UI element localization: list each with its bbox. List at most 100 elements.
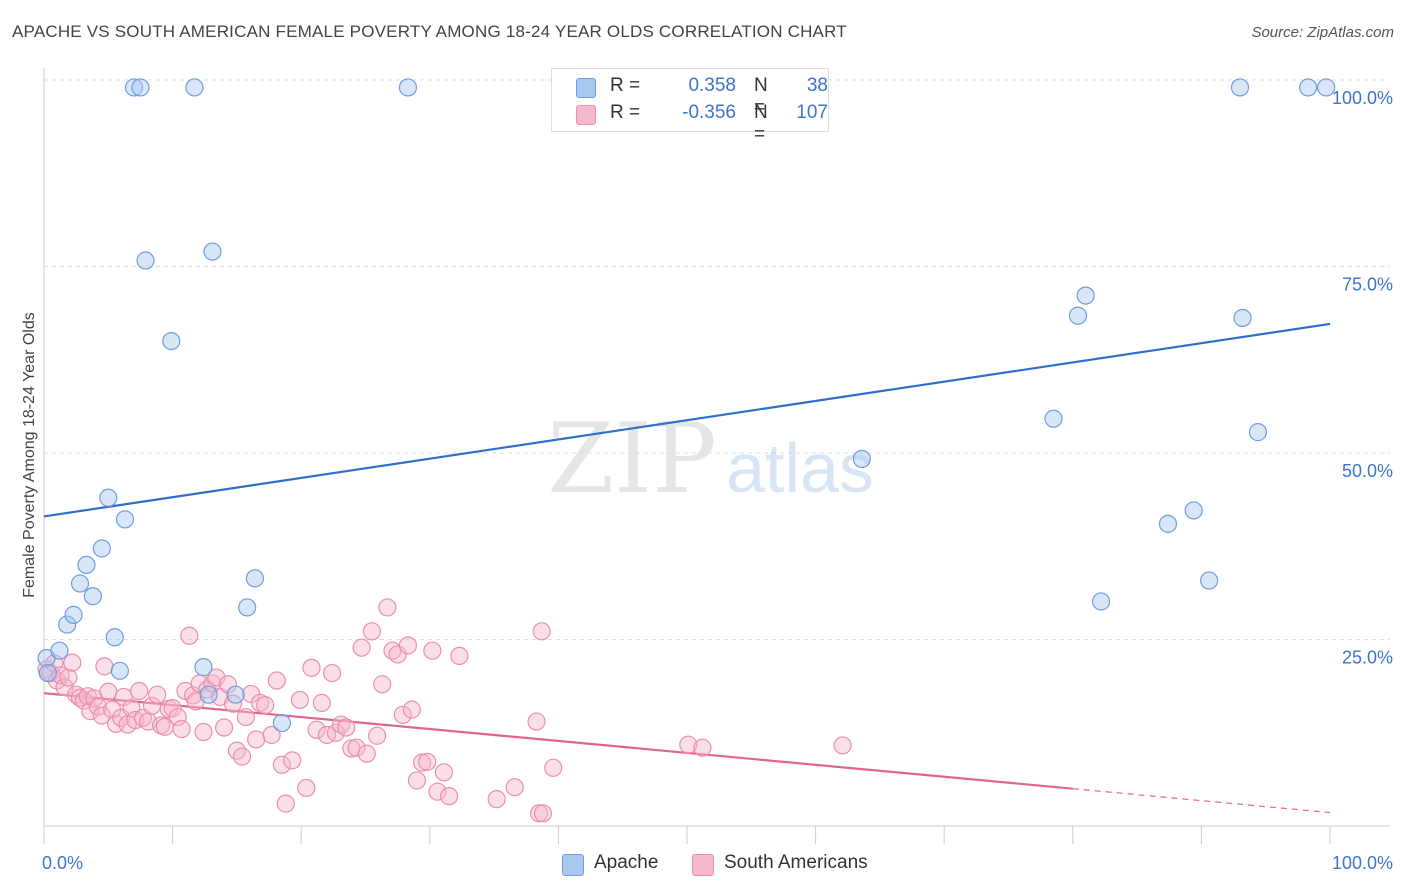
bottom-legend-swatch-south-americans <box>692 854 714 876</box>
south-american-point <box>693 738 712 757</box>
legend-r-label: R = <box>610 75 641 96</box>
data-points <box>37 78 1336 823</box>
south-american-point <box>163 699 182 718</box>
apache-point <box>131 78 150 97</box>
chart-title: APACHE VS SOUTH AMERICAN FEMALE POVERTY … <box>12 22 847 41</box>
south-american-point <box>337 718 356 737</box>
south-american-point <box>283 751 302 770</box>
apache-point <box>199 685 218 704</box>
south-american-point <box>207 668 226 687</box>
south-american-point <box>378 598 397 617</box>
axes <box>43 68 1390 844</box>
apache-point <box>245 569 265 588</box>
south-american-point <box>122 699 141 718</box>
apache-point <box>124 78 144 97</box>
south-american-point <box>352 638 371 657</box>
apache-point <box>83 587 102 606</box>
south-american-point <box>533 804 553 823</box>
south-american-point <box>347 738 366 757</box>
south-american-point <box>679 735 698 754</box>
south-american-point <box>302 658 321 677</box>
south-american-point <box>297 778 316 798</box>
apache-point <box>92 539 111 558</box>
apache-point <box>50 641 69 660</box>
south-american-point <box>527 712 546 731</box>
bottom-legend-label-apache: Apache <box>594 852 659 873</box>
apache-point <box>115 510 135 529</box>
legend-r-label: R = <box>610 102 641 123</box>
apache-point <box>105 628 124 647</box>
apache-point <box>1230 78 1250 97</box>
apache-point <box>1184 501 1203 520</box>
south-american-point <box>262 725 281 745</box>
chart-source: Source: ZipAtlas.com <box>1251 24 1394 41</box>
south-american-point <box>388 645 407 664</box>
south-american-point <box>418 752 437 771</box>
grid-lines <box>44 79 1390 640</box>
south-american-point <box>59 668 78 687</box>
south-american-point <box>312 693 331 713</box>
apache-point <box>77 555 96 575</box>
south-american-point <box>402 700 421 719</box>
south-american-point <box>412 753 432 772</box>
legend-swatch-apache <box>576 78 596 98</box>
south-american-point <box>256 696 275 715</box>
south-american-point <box>373 675 392 694</box>
south-american-point <box>434 763 454 782</box>
south-american-point <box>168 707 187 727</box>
apache-point <box>272 713 292 733</box>
south-american-point <box>367 726 387 745</box>
south-american-point <box>290 690 310 710</box>
legend-n-label: N = <box>754 75 768 118</box>
y-tick-label: 50.0% <box>1342 461 1393 481</box>
bottom-legend-label-south-americans: South Americans <box>724 852 868 873</box>
south-american-point <box>88 697 108 716</box>
apache-trend-line <box>43 322 1331 518</box>
south-american-point <box>505 778 524 797</box>
south-american-point <box>172 719 191 739</box>
south-american-point <box>439 787 459 806</box>
legend-r-value: -0.356 <box>682 102 736 123</box>
apache-point <box>1233 308 1252 328</box>
apache-point <box>852 449 871 469</box>
apache-point <box>194 658 213 677</box>
apache-point <box>99 488 118 507</box>
south-american-point <box>214 718 234 737</box>
south-american-point <box>180 626 199 645</box>
legend-n-value: 38 <box>806 75 828 96</box>
south-american-point <box>92 706 111 725</box>
south-american-point <box>362 622 382 641</box>
south-american-point <box>148 685 167 704</box>
apache-point <box>58 615 77 634</box>
tick-labels: 25.0% 50.0% 75.0% 100.0% 0.0% 100.0% <box>42 88 1393 873</box>
south-american-point <box>236 707 256 727</box>
apache-point <box>1158 514 1178 533</box>
apache-point <box>203 242 222 261</box>
south-american-point <box>357 744 376 763</box>
apache-point <box>38 663 57 683</box>
apache-point <box>1317 78 1336 97</box>
south-american-trend-line <box>43 692 1073 790</box>
south-american-trend-extension <box>1072 788 1331 814</box>
south-american-point <box>272 755 292 774</box>
south-american-point <box>322 663 342 683</box>
apache-point <box>1200 571 1219 590</box>
south-american-point <box>487 790 506 809</box>
x-tick-label-max: 100.0% <box>1332 853 1393 873</box>
south-american-point <box>276 794 295 813</box>
apache-point <box>1299 78 1318 97</box>
apache-point <box>1248 423 1268 442</box>
south-american-point <box>428 782 447 801</box>
apache-point <box>238 598 257 617</box>
watermark-atlas: atlas <box>726 429 874 507</box>
south-american-point <box>530 804 549 823</box>
x-tick-label-min: 0.0% <box>42 853 83 873</box>
apache-point <box>1068 306 1088 325</box>
apache-point <box>1091 592 1111 611</box>
south-american-point <box>227 741 246 760</box>
south-american-point <box>393 705 412 724</box>
apache-point <box>398 78 418 97</box>
legend-swatch-south-americans <box>576 105 596 125</box>
south-american-point <box>63 653 82 672</box>
